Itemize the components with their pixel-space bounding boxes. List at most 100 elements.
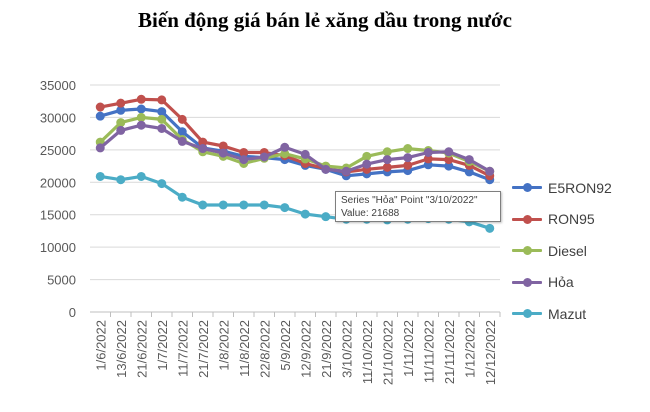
data-point [198, 200, 208, 210]
legend-swatch [512, 244, 542, 258]
data-point [136, 120, 146, 130]
y-tick-label: 30000 [40, 110, 76, 125]
x-tick-label: 21/6/2022 [134, 320, 149, 378]
data-point [403, 153, 413, 163]
x-tick-label: 5/9/2022 [278, 320, 293, 371]
legend-label: E5RON92 [548, 179, 612, 196]
x-tick-label: 1/7/2022 [155, 320, 170, 371]
data-point [157, 179, 167, 189]
data-point [157, 114, 167, 124]
legend-item: Hỏa [512, 267, 648, 299]
x-tick-label: 11/10/2022 [360, 320, 375, 384]
y-tick-label: 0 [69, 305, 76, 320]
data-point [382, 162, 392, 172]
legend: E5RON92 RON95 Diesel Hỏa Mazut [512, 172, 648, 330]
gridlines [90, 84, 500, 281]
data-point [116, 98, 126, 108]
legend-swatch [512, 181, 542, 195]
legend-label: Hỏa [548, 274, 574, 291]
tooltip-value: Value: 21688 [341, 208, 400, 219]
x-tick-label: 12/12/2022 [483, 320, 498, 385]
x-tick-label: 21/9/2022 [319, 320, 334, 378]
data-point [362, 159, 372, 169]
data-point [116, 175, 126, 185]
x-tick-label: 1/11/2022 [401, 320, 416, 377]
x-tick-label: 22/8/2022 [257, 320, 272, 378]
legend-label: Mazut [548, 305, 587, 322]
data-point [382, 147, 392, 157]
data-point [423, 147, 433, 157]
data-point [403, 160, 413, 170]
legend-swatch [512, 275, 542, 289]
data-point [239, 200, 249, 210]
legend-item: Mazut [512, 298, 648, 330]
legend-item: E5RON92 [512, 172, 648, 204]
legend-swatch-marker [522, 183, 532, 193]
x-axis: 1/6/2022 13/6/2022 21/6/2022 1/7/2022 11/7/2… [90, 311, 501, 385]
data-point [177, 114, 187, 124]
data-point [259, 152, 269, 162]
y-tick-label: 10000 [40, 240, 76, 255]
data-point [116, 125, 126, 135]
x-tick-label: 1/8/2022 [216, 320, 231, 371]
legend-swatch-marker [522, 277, 532, 287]
x-tick-label: 12/9/2022 [298, 320, 313, 378]
data-point [280, 203, 290, 213]
x-tick-label: 1/12/2022 [462, 320, 477, 378]
data-point [280, 142, 290, 152]
x-tick-label: 11/8/2022 [237, 320, 252, 377]
legend-label: RON95 [548, 211, 595, 228]
legend-swatch-marker [522, 246, 532, 256]
data-point [239, 155, 249, 165]
x-tick-label: 3/10/2022 [339, 320, 354, 378]
x-tick-label: 11/11/2022 [421, 320, 436, 383]
data-point [95, 143, 105, 153]
legend-label: Diesel [548, 242, 587, 259]
data-point [382, 155, 392, 165]
data-point [177, 192, 187, 202]
data-point [95, 111, 105, 121]
legend-item: RON95 [512, 204, 648, 236]
x-tick-label: 1/6/2022 [93, 320, 108, 371]
data-point [157, 95, 167, 105]
data-point [157, 107, 167, 117]
data-point [362, 151, 372, 161]
data-point [321, 164, 331, 174]
legend-swatch-marker [522, 309, 532, 319]
data-point [485, 166, 495, 176]
series-Hỏa [95, 120, 495, 176]
data-point [321, 212, 331, 222]
data-point [218, 148, 228, 158]
legend-swatch [512, 212, 542, 226]
data-point [300, 209, 310, 219]
data-point [444, 147, 454, 157]
y-tick-label: 15000 [40, 208, 76, 223]
data-point [136, 104, 146, 114]
legend-swatch-marker [522, 214, 532, 224]
y-axis: 0 5000 10000 15000 20000 25000 30000 35000 [40, 78, 76, 320]
y-tick-label: 20000 [40, 175, 76, 190]
data-point [177, 136, 187, 146]
data-point [464, 155, 474, 165]
series-group [95, 94, 495, 233]
series-RON95 [95, 94, 495, 181]
data-point [198, 144, 208, 154]
data-point [136, 171, 146, 181]
x-tick-label: 13/6/2022 [114, 320, 129, 378]
data-point [95, 171, 105, 181]
data-point-tooltip: Series "Hỏa" Point "3/10/2022" Value: 21… [335, 191, 501, 222]
x-tick-label: 21/7/2022 [196, 320, 211, 378]
data-point [136, 94, 146, 104]
x-tick-label: 11/7/2022 [175, 320, 190, 377]
chart-title: Biến động giá bán lẻ xăng dầu trong nước [138, 8, 512, 32]
series-E5RON92 [95, 104, 495, 185]
legend-item: Diesel [512, 235, 648, 267]
x-tick-label: 21/10/2022 [380, 320, 395, 385]
data-point [485, 223, 495, 233]
y-tick-label: 25000 [40, 143, 76, 158]
data-point [136, 112, 146, 122]
x-tick-label: 21/11/2022 [442, 320, 457, 384]
data-point [300, 149, 310, 159]
data-point [259, 200, 269, 210]
